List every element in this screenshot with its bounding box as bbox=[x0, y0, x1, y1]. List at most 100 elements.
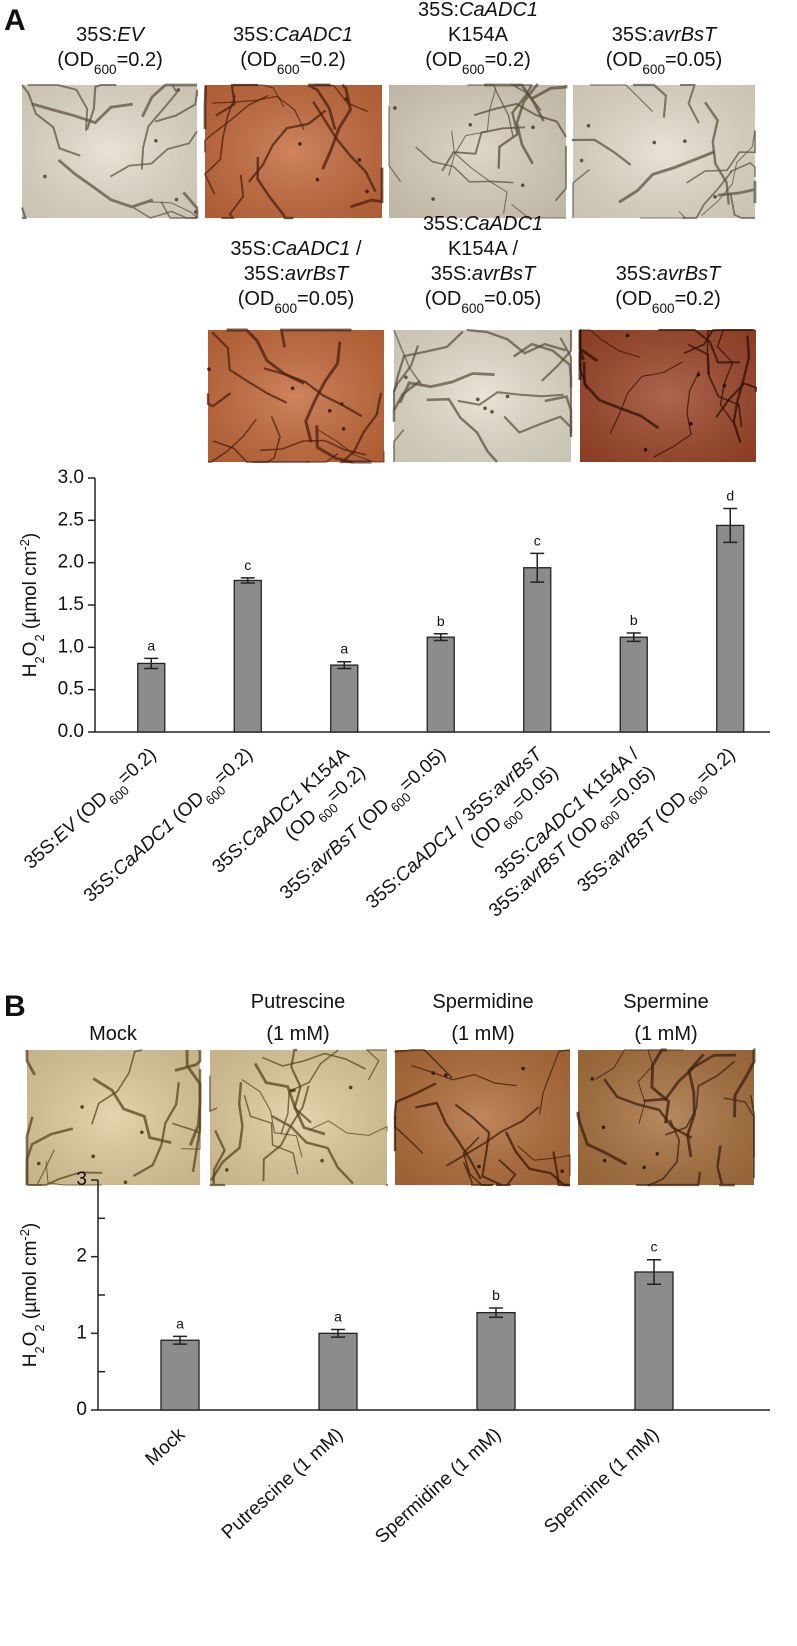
vein bbox=[473, 102, 567, 138]
text-segment: 35S: bbox=[612, 24, 653, 46]
vein bbox=[578, 330, 599, 363]
bar bbox=[137, 662, 166, 733]
vein bbox=[209, 1082, 244, 1182]
micrograph bbox=[393, 1049, 571, 1187]
text-segment: Mock bbox=[89, 1023, 138, 1045]
vein bbox=[211, 95, 305, 130]
bar bbox=[634, 1271, 674, 1411]
vein bbox=[729, 162, 756, 177]
vein bbox=[312, 100, 377, 193]
image-caption: 35S:CaADC1 /35S:avrBsT (OD600=0.05) bbox=[230, 238, 362, 316]
micrograph-shade bbox=[27, 1050, 200, 1185]
y-tick-label: 2.5 bbox=[58, 509, 84, 530]
vein bbox=[466, 328, 567, 355]
vein bbox=[25, 1127, 74, 1185]
text-segment: CaADC1 bbox=[464, 213, 543, 235]
text-segment: (1 mM) bbox=[451, 1023, 514, 1045]
bar bbox=[523, 567, 552, 733]
stomata bbox=[339, 402, 344, 406]
text-segment: CaADC1 bbox=[272, 238, 351, 260]
stomata bbox=[722, 383, 727, 388]
bar bbox=[160, 1339, 200, 1411]
vein bbox=[304, 341, 342, 443]
text-segment: Spermine bbox=[623, 991, 709, 1013]
stomata bbox=[431, 197, 435, 201]
bar bbox=[330, 664, 359, 733]
vein bbox=[221, 174, 245, 219]
y-tick-label: 0.5 bbox=[58, 679, 84, 700]
vein bbox=[280, 1049, 339, 1135]
stomata bbox=[431, 1071, 436, 1075]
image-caption: 35S:EV (OD600=0.2) bbox=[57, 24, 163, 77]
vein bbox=[517, 1145, 571, 1176]
micrograph bbox=[25, 1049, 202, 1186]
y-tick-label: 1 bbox=[76, 1322, 87, 1343]
stomata bbox=[531, 125, 535, 130]
vein bbox=[454, 1103, 502, 1186]
vein bbox=[392, 379, 421, 422]
vein bbox=[680, 84, 700, 124]
vein bbox=[716, 1145, 735, 1187]
text-segment: CaADC1 bbox=[391, 821, 461, 887]
x-tick-label: Putrescine (1 mM) bbox=[218, 1424, 347, 1543]
text-segment: =0.2) bbox=[675, 288, 721, 310]
image-caption: Spermidine (1 mM) bbox=[432, 991, 533, 1045]
text-segment: (OD bbox=[615, 288, 652, 310]
vein bbox=[133, 206, 197, 219]
micrograph bbox=[206, 328, 385, 464]
panel-label: A bbox=[4, 4, 26, 37]
stomata bbox=[91, 1154, 95, 1159]
y-tick-label: 0.0 bbox=[58, 721, 84, 742]
vein bbox=[365, 1049, 387, 1081]
x-tick-label: Spermidine (1 mM) bbox=[371, 1424, 505, 1548]
text-segment: 600 bbox=[274, 301, 297, 316]
vein bbox=[582, 361, 660, 430]
text-segment: 2 bbox=[32, 1346, 47, 1353]
stomata bbox=[520, 183, 525, 188]
text-segment: =0.05) bbox=[484, 288, 541, 310]
vein bbox=[182, 191, 199, 218]
stomata bbox=[483, 406, 487, 411]
stomata bbox=[43, 174, 47, 179]
vein bbox=[415, 1101, 482, 1180]
micrograph-shade bbox=[389, 85, 566, 218]
stomata bbox=[652, 140, 657, 145]
y-tick-label: 3.0 bbox=[58, 467, 84, 488]
micrograph bbox=[578, 328, 758, 462]
micrograph bbox=[209, 1048, 388, 1187]
text-segment: 600 bbox=[277, 62, 300, 77]
vein bbox=[572, 168, 591, 218]
error-bar bbox=[433, 633, 448, 642]
error-bar bbox=[489, 1307, 503, 1318]
y-tick-label: 1.5 bbox=[58, 594, 84, 615]
vein bbox=[603, 1078, 693, 1139]
vein bbox=[141, 83, 197, 118]
vein bbox=[589, 84, 654, 113]
text-segment: =0.2) bbox=[117, 49, 163, 71]
vein bbox=[208, 418, 257, 463]
vein bbox=[338, 392, 383, 464]
vein bbox=[716, 329, 734, 423]
text-segment: (µmol cm bbox=[20, 1241, 41, 1325]
text-segment: (OD bbox=[425, 288, 462, 310]
vein bbox=[618, 150, 716, 204]
vein bbox=[704, 101, 730, 205]
text-segment: =0.05) bbox=[396, 744, 450, 796]
text-segment: avrBsT bbox=[472, 263, 537, 285]
vein bbox=[701, 130, 756, 216]
vein bbox=[210, 1130, 226, 1187]
stomata bbox=[579, 158, 584, 163]
text-segment: (OD bbox=[425, 49, 462, 71]
vein bbox=[578, 350, 585, 380]
vein bbox=[426, 397, 498, 463]
text-segment: (OD bbox=[606, 49, 643, 71]
vein bbox=[639, 211, 687, 219]
vein bbox=[717, 180, 757, 204]
stomata bbox=[713, 194, 717, 199]
error-bar bbox=[144, 657, 159, 670]
stomata bbox=[404, 375, 408, 380]
vein bbox=[252, 416, 281, 463]
vein bbox=[411, 1065, 517, 1087]
text-segment: (1 mM) bbox=[634, 1023, 697, 1045]
